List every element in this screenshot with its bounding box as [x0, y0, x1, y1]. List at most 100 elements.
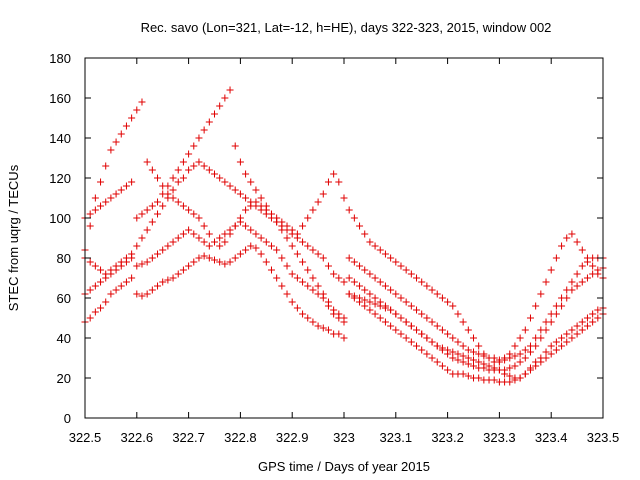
data-point — [423, 334, 431, 342]
data-point — [195, 214, 203, 222]
data-point — [288, 242, 296, 250]
data-point — [267, 242, 275, 250]
data-point — [252, 244, 260, 252]
y-axis-label: STEC from uqrg / TECUs — [6, 164, 21, 311]
data-point — [174, 198, 182, 206]
data-point — [542, 278, 550, 286]
data-point — [542, 318, 550, 326]
data-point — [133, 262, 141, 270]
data-point — [418, 278, 426, 286]
data-point — [568, 278, 576, 286]
data-point — [568, 230, 576, 238]
data-point — [573, 330, 581, 338]
data-point — [133, 242, 141, 250]
data-point — [330, 306, 338, 314]
data-point — [526, 366, 534, 374]
data-point — [159, 202, 167, 210]
data-point — [563, 330, 571, 338]
x-axis: 322.5 322.6 322.7 322.8 322.9 323 323.1 323.2 32… — [69, 58, 620, 445]
data-point — [413, 274, 421, 282]
data-point — [267, 266, 275, 274]
data-point — [169, 194, 177, 202]
data-point — [179, 174, 187, 182]
data-point — [449, 348, 457, 356]
data-point — [304, 266, 312, 274]
data-point — [563, 234, 571, 242]
data-point — [433, 290, 441, 298]
data-point — [526, 314, 534, 322]
data-point — [278, 282, 286, 290]
data-point — [371, 274, 379, 282]
data-point — [366, 298, 374, 306]
data-point — [578, 262, 586, 270]
data-point — [324, 178, 332, 186]
data-point — [475, 342, 483, 350]
data-point — [283, 222, 291, 230]
data-point — [526, 348, 534, 356]
data-point — [133, 106, 141, 114]
data-point — [345, 206, 353, 214]
data-point — [376, 314, 384, 322]
data-point — [418, 330, 426, 338]
data-point — [573, 238, 581, 246]
data-point — [195, 254, 203, 262]
data-point — [366, 238, 374, 246]
data-point — [511, 352, 519, 360]
data-point — [542, 354, 550, 362]
data-point — [236, 190, 244, 198]
data-point — [117, 186, 125, 194]
data-point — [470, 356, 477, 364]
data-point — [459, 352, 467, 360]
x-tick-label: 322.6 — [121, 430, 154, 445]
data-point — [319, 254, 327, 262]
data-point — [242, 194, 250, 202]
data-point — [428, 318, 436, 326]
data-point — [583, 274, 591, 282]
data-point — [371, 300, 379, 308]
data-point — [164, 276, 172, 284]
data-point — [464, 326, 472, 334]
data-point — [231, 254, 239, 262]
data-point — [454, 310, 462, 318]
data-point — [552, 302, 560, 310]
data-point — [376, 278, 384, 286]
data-point — [216, 102, 224, 110]
data-point — [366, 290, 374, 298]
data-point — [324, 298, 332, 306]
data-point — [169, 238, 177, 246]
data-point — [444, 298, 452, 306]
data-point — [143, 290, 151, 298]
data-point — [547, 350, 555, 358]
data-point — [361, 296, 369, 304]
data-point — [112, 138, 120, 146]
data-point — [475, 358, 483, 366]
x-tick-label: 323 — [333, 430, 355, 445]
data-point — [288, 270, 296, 278]
data-point — [97, 304, 105, 312]
data-point — [242, 170, 250, 178]
data-point — [159, 182, 167, 190]
data-point — [278, 218, 286, 226]
data-point — [200, 238, 208, 246]
data-point — [117, 282, 125, 290]
data-point — [164, 190, 172, 198]
data-point — [490, 376, 498, 384]
y-tick-label: 60 — [57, 291, 71, 306]
data-point — [433, 358, 441, 366]
data-point — [154, 210, 162, 218]
x-tick-label: 323.5 — [587, 430, 620, 445]
data-point — [174, 178, 182, 186]
data-point — [470, 362, 477, 370]
data-point — [159, 246, 167, 254]
data-point — [211, 256, 218, 264]
data-point — [288, 226, 296, 234]
data-point — [542, 348, 550, 356]
data-point — [449, 302, 457, 310]
data-point — [179, 230, 187, 238]
data-point — [356, 294, 364, 302]
data-point — [449, 354, 457, 362]
data-point — [537, 358, 545, 366]
data-point — [247, 226, 255, 234]
data-point — [345, 254, 353, 262]
data-point — [299, 258, 307, 266]
